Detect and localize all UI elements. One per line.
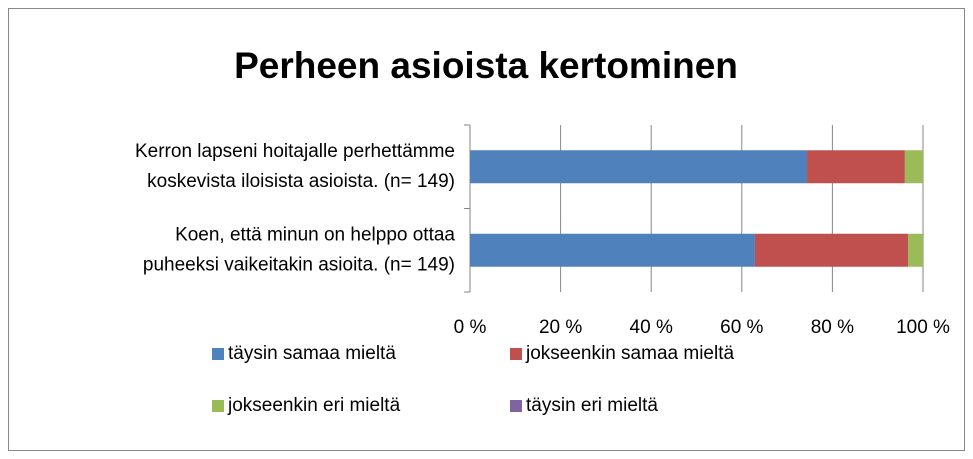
x-tick-label: 20 %: [539, 317, 582, 338]
legend-swatch: [212, 400, 224, 412]
x-tick-label: 40 %: [630, 317, 673, 338]
bar-segment: [908, 233, 923, 267]
legend-swatch: [510, 400, 522, 412]
bar-segment: [754, 233, 909, 267]
x-tick-label: 60 %: [720, 317, 763, 338]
bar-segment: [807, 150, 905, 184]
x-tick-label: 80 %: [811, 317, 854, 338]
y-tick-label-line: puheeksi vaikeitakin asioita. (n= 149): [143, 254, 455, 275]
x-tick-label: 100 %: [896, 317, 950, 338]
legend-swatch: [212, 348, 224, 360]
y-tick-label-line: koskevista iloisista asioista. (n= 149): [147, 171, 455, 192]
y-tick-label: Kerron lapseni hoitajalle perhettämme kos…: [135, 141, 455, 192]
y-tick-label: Koen, että minun on helppo ottaa puheeksi…: [143, 224, 456, 275]
legend-swatch: [510, 348, 522, 360]
legend-label: jokseenkin samaa mieltä: [525, 343, 734, 364]
x-tick-label: 0 %: [454, 317, 487, 338]
y-tick-label-line: Koen, että minun on helppo ottaa: [175, 224, 455, 245]
y-tick-label-line: Kerron lapseni hoitajalle perhettämme: [135, 141, 455, 162]
chart-title: Perheen asioista kertominen: [234, 45, 738, 86]
bar-segment: [470, 233, 755, 267]
chart-border: [8, 8, 965, 451]
legend-label: täysin samaa mieltä: [228, 343, 396, 364]
bar-segment: [470, 150, 808, 184]
legend-label: jokseenkin eri mieltä: [227, 395, 401, 416]
bar-segment: [904, 150, 923, 184]
legend-label: täysin eri mieltä: [526, 395, 658, 416]
